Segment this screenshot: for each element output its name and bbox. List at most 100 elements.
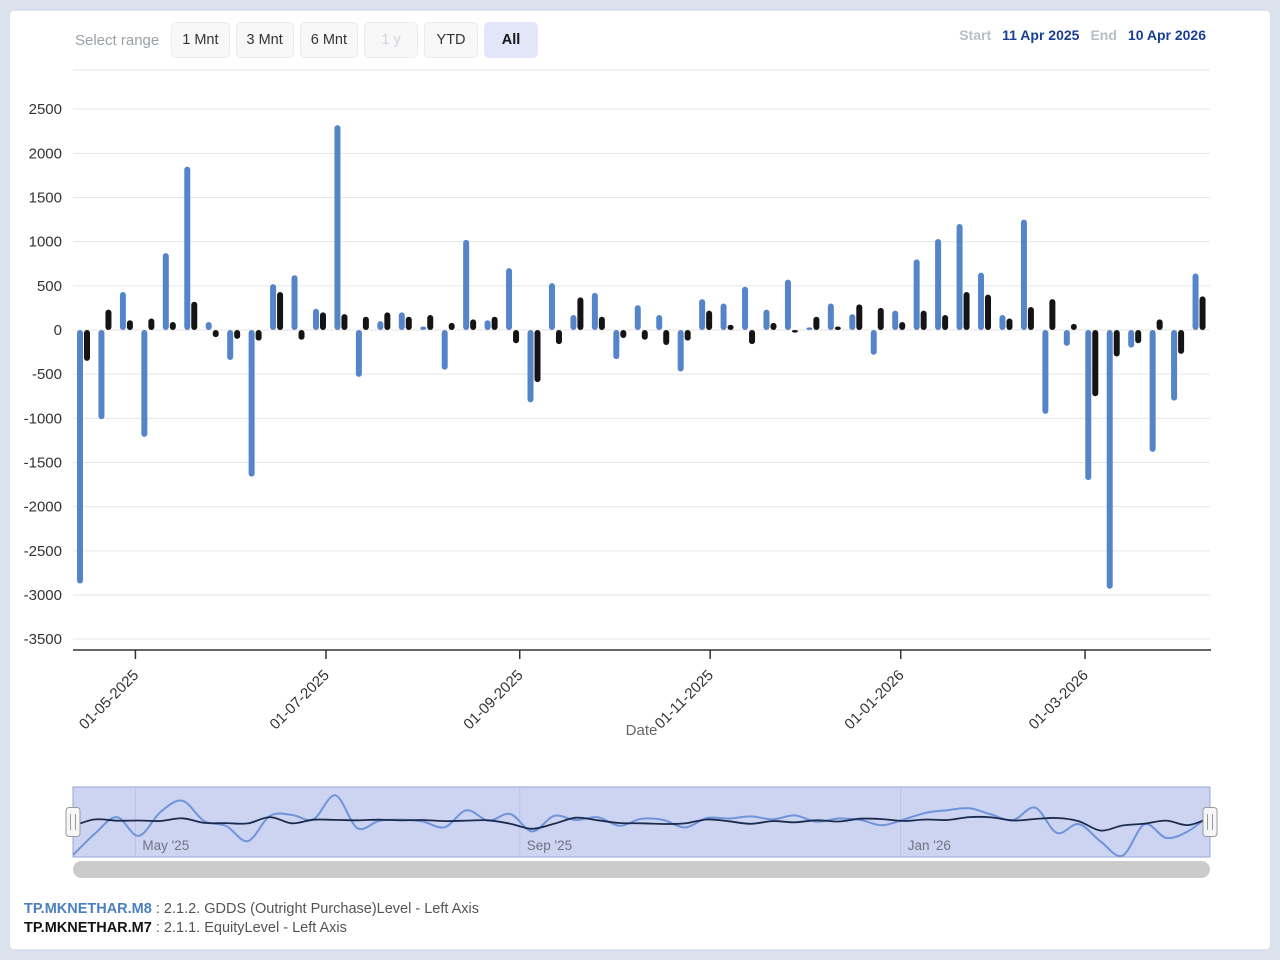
bar-m7[interactable] [1199, 296, 1206, 330]
bar-m7[interactable] [1092, 330, 1099, 397]
navigator-area[interactable] [72, 786, 1211, 858]
bar-m8[interactable] [1063, 330, 1070, 346]
bar-m7[interactable] [513, 330, 520, 344]
bar-m7[interactable] [877, 307, 884, 330]
bar-m7[interactable] [319, 312, 326, 330]
scrollbar-thumb[interactable] [73, 861, 1210, 878]
bar-m8[interactable] [570, 314, 577, 330]
bar-m7[interactable] [620, 330, 627, 338]
bar-m8[interactable] [506, 268, 513, 330]
main-chart[interactable]: 2500 2000 1500 1000 500 0 -500 -1000 -1500 -2000 -… [10, 11, 1270, 891]
bar-m8[interactable] [548, 283, 555, 330]
range-button-ytd[interactable]: YTD [424, 22, 479, 58]
bar-m8[interactable] [1192, 273, 1199, 330]
bar-m8[interactable] [935, 239, 942, 330]
bar-m8[interactable] [591, 292, 598, 330]
bar-m7[interactable] [384, 312, 391, 330]
bar-m8[interactable] [1042, 330, 1049, 414]
bar-m7[interactable] [105, 309, 112, 330]
bar-m8[interactable] [699, 299, 706, 330]
bar-m7[interactable] [148, 318, 155, 330]
bar-m8[interactable] [248, 330, 255, 477]
bar-m7[interactable] [298, 330, 305, 340]
bar-m8[interactable] [441, 330, 448, 370]
bar-m7[interactable] [470, 319, 477, 330]
bar-m8[interactable] [656, 314, 663, 330]
range-button-6mnt[interactable]: 6 Mnt [299, 22, 359, 58]
bar-m8[interactable] [784, 279, 791, 330]
bar-m8[interactable] [763, 309, 770, 330]
bar-m7[interactable] [212, 330, 219, 338]
bar-m7[interactable] [555, 330, 562, 345]
bar-m8[interactable] [463, 239, 470, 330]
bar-m7[interactable] [169, 322, 176, 330]
bar-m8[interactable] [334, 125, 341, 330]
bar-m8[interactable] [634, 305, 641, 330]
bar-m8[interactable] [77, 330, 83, 584]
bar-m7[interactable] [963, 292, 970, 330]
bar-m8[interactable] [377, 321, 384, 330]
bar-m7[interactable] [749, 330, 756, 345]
bar-m7[interactable] [727, 324, 734, 330]
end-date-value[interactable]: 10 Apr 2026 [1127, 27, 1206, 43]
bar-m8[interactable] [677, 330, 684, 372]
bar-m8[interactable] [827, 303, 834, 330]
bar-m8[interactable] [355, 330, 362, 377]
bar-m8[interactable] [119, 292, 126, 330]
bar-m8[interactable] [956, 224, 963, 330]
bar-m8[interactable] [484, 320, 491, 330]
bar-m8[interactable] [184, 166, 191, 330]
bar-m7[interactable] [1027, 307, 1034, 330]
legend-item-m8[interactable]: TP.MKNETHAR.M8 : 2.1.2. GDDS (Outright P… [24, 900, 479, 919]
bar-m8[interactable] [999, 314, 1006, 330]
bar-m8[interactable] [1128, 330, 1135, 348]
bar-m8[interactable] [270, 284, 277, 330]
bar-m8[interactable] [227, 330, 234, 361]
bar-m7[interactable] [684, 330, 691, 341]
bar-m7[interactable] [427, 314, 434, 330]
bar-m8[interactable] [527, 330, 534, 403]
bar-m7[interactable] [920, 310, 927, 330]
bar-m8[interactable] [978, 272, 985, 330]
range-button-1y[interactable]: 1 y [364, 22, 419, 58]
bar-m7[interactable] [813, 316, 820, 330]
bar-m8[interactable] [420, 326, 427, 330]
bar-m7[interactable] [341, 314, 348, 330]
range-button-3mnt[interactable]: 3 Mnt [235, 22, 294, 58]
bar-m8[interactable] [312, 308, 319, 330]
bar-m7[interactable] [362, 316, 369, 330]
bar-m7[interactable] [942, 314, 949, 330]
bar-m8[interactable] [141, 330, 148, 437]
bar-m8[interactable] [1171, 330, 1178, 401]
bar-m7[interactable] [791, 330, 798, 333]
bar-m8[interactable] [98, 330, 105, 420]
bar-m7[interactable] [1070, 323, 1077, 330]
navigator-handle-right[interactable] [1202, 807, 1218, 837]
bar-m7[interactable] [1049, 299, 1056, 330]
bar-m7[interactable] [448, 322, 455, 330]
bar-m7[interactable] [706, 310, 713, 330]
bar-m7[interactable] [1135, 330, 1142, 344]
bar-m7[interactable] [834, 326, 841, 330]
bar-m8[interactable] [913, 259, 920, 330]
bar-m7[interactable] [491, 316, 498, 330]
bar-m7[interactable] [770, 322, 777, 330]
bar-m7[interactable] [899, 322, 906, 330]
bar-m7[interactable] [598, 316, 605, 330]
bar-m7[interactable] [126, 320, 133, 330]
bar-m8[interactable] [162, 253, 169, 330]
bar-m7[interactable] [277, 292, 284, 330]
bar-m8[interactable] [870, 330, 877, 355]
bar-m7[interactable] [985, 294, 992, 330]
bar-m8[interactable] [1085, 330, 1092, 481]
bar-m7[interactable] [663, 330, 670, 346]
legend-item-m7[interactable]: TP.MKNETHAR.M7 : 2.1.1. EquityLevel - Le… [24, 919, 479, 938]
bar-m8[interactable] [613, 330, 620, 360]
bar-m7[interactable] [641, 330, 648, 340]
bar-m8[interactable] [1149, 330, 1156, 452]
bar-series[interactable] [77, 125, 1206, 589]
range-button-all[interactable]: All [484, 22, 539, 58]
bar-m7[interactable] [534, 330, 541, 383]
bar-m8[interactable] [892, 310, 899, 330]
bar-m8[interactable] [742, 286, 749, 330]
